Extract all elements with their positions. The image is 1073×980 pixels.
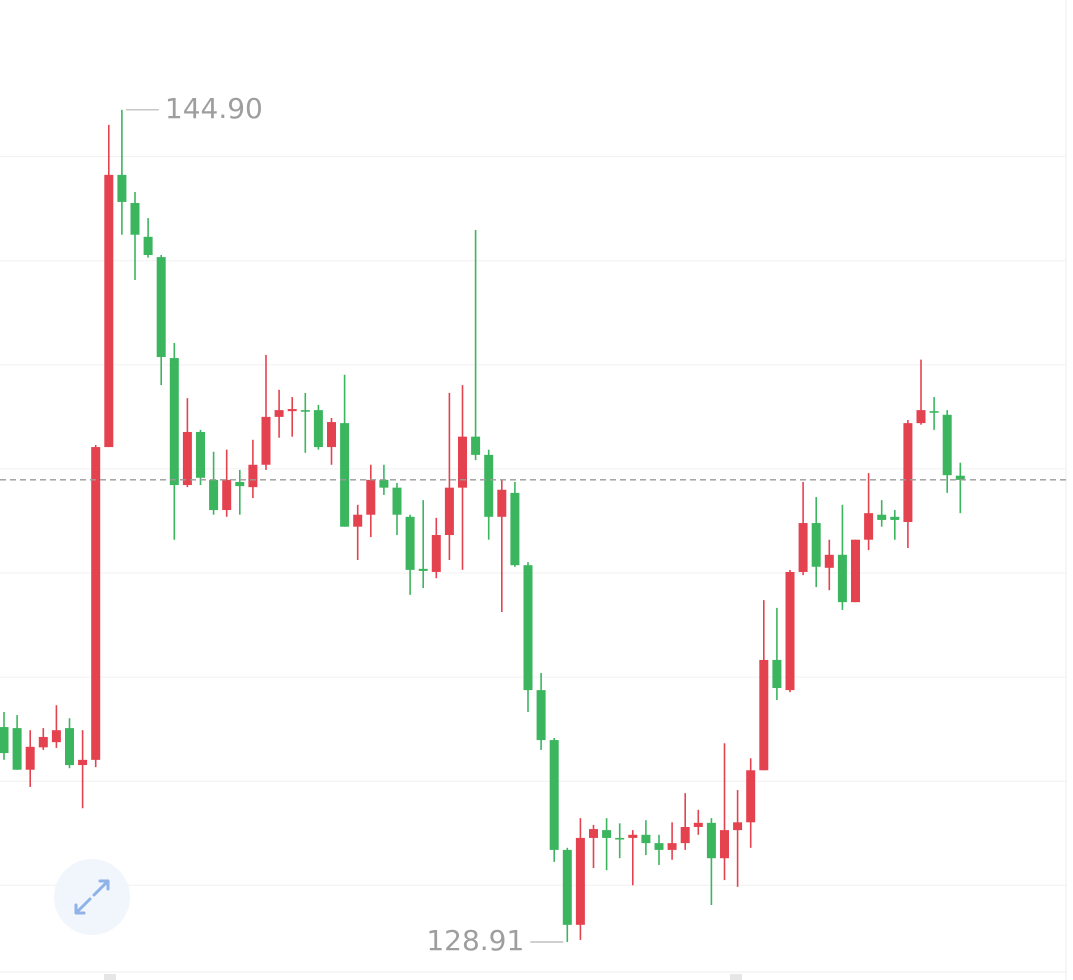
candles [0,109,965,943]
candle-body [955,475,965,480]
candle-body [405,516,415,570]
candle-body [720,830,729,859]
candle-body [327,422,336,448]
candle-body [654,843,664,850]
candle-body [392,487,402,515]
candle-body [680,826,690,844]
candle-body [444,487,454,536]
candle-body [772,659,782,689]
candle-body [759,659,769,771]
candle-body [484,454,494,517]
candle-body [628,834,638,838]
candle-body [523,565,533,691]
candle-body [12,728,22,770]
candle-body [143,236,153,256]
candle-body [104,174,114,448]
candle-body [510,492,520,566]
candle-body [65,728,74,766]
candle-body [379,479,389,488]
candle-body [693,822,703,827]
candle-body [903,423,913,523]
candle-body [235,481,245,487]
candle-body [130,202,140,235]
candle-body [366,479,376,515]
candle-body [589,829,598,838]
candle-body [248,464,258,488]
candle-body [706,822,716,859]
candle-body [0,727,9,754]
expand-icon[interactable] [74,879,110,915]
candle-body [667,843,677,850]
candle-body [458,436,467,488]
candle-body [471,436,481,455]
candle-body [418,568,428,571]
candle-body [353,514,363,527]
candle-body [851,539,860,603]
candle-body [431,535,441,572]
candle-body [156,257,166,358]
candle-body [641,834,651,844]
candle-body [746,770,756,823]
candle-body [91,447,101,760]
candle-body [497,489,507,517]
candle-body [824,554,834,568]
min-label: 128.91 [426,924,524,957]
candle-body [615,837,625,840]
candle-body [182,431,192,486]
candle-body [222,479,232,511]
candle-body [890,516,900,520]
candle-body [549,740,559,850]
candle-body [602,830,612,838]
x-marker [104,974,116,980]
candle-body [340,423,350,527]
candle-body [78,759,88,766]
candle-body [51,730,61,743]
candle-body [196,431,205,478]
candle-body [733,822,743,831]
candle-body [261,416,271,465]
expand-button-bg[interactable] [54,859,130,935]
candle-body [38,736,48,748]
candle-body [274,410,284,417]
candle-body [287,409,297,412]
candle-body [25,746,35,770]
candle-body [942,414,952,476]
candle-body [916,410,926,424]
candle-body [313,410,323,448]
candle-body [575,837,585,925]
candle-body [300,410,310,412]
candle-body [877,514,887,520]
candle-body [117,174,127,202]
candle-body [864,513,874,540]
candle-body [785,571,795,691]
candle-body [798,523,808,572]
max-label: 144.90 [165,92,263,125]
candle-body [536,690,546,741]
expand-button[interactable] [54,859,130,935]
candle-body [811,523,821,567]
candle-body [169,358,179,486]
candle-body [929,411,939,413]
candle-body [837,554,847,603]
candle-body [562,849,572,925]
candle-body [209,479,219,511]
x-marker [730,974,742,980]
